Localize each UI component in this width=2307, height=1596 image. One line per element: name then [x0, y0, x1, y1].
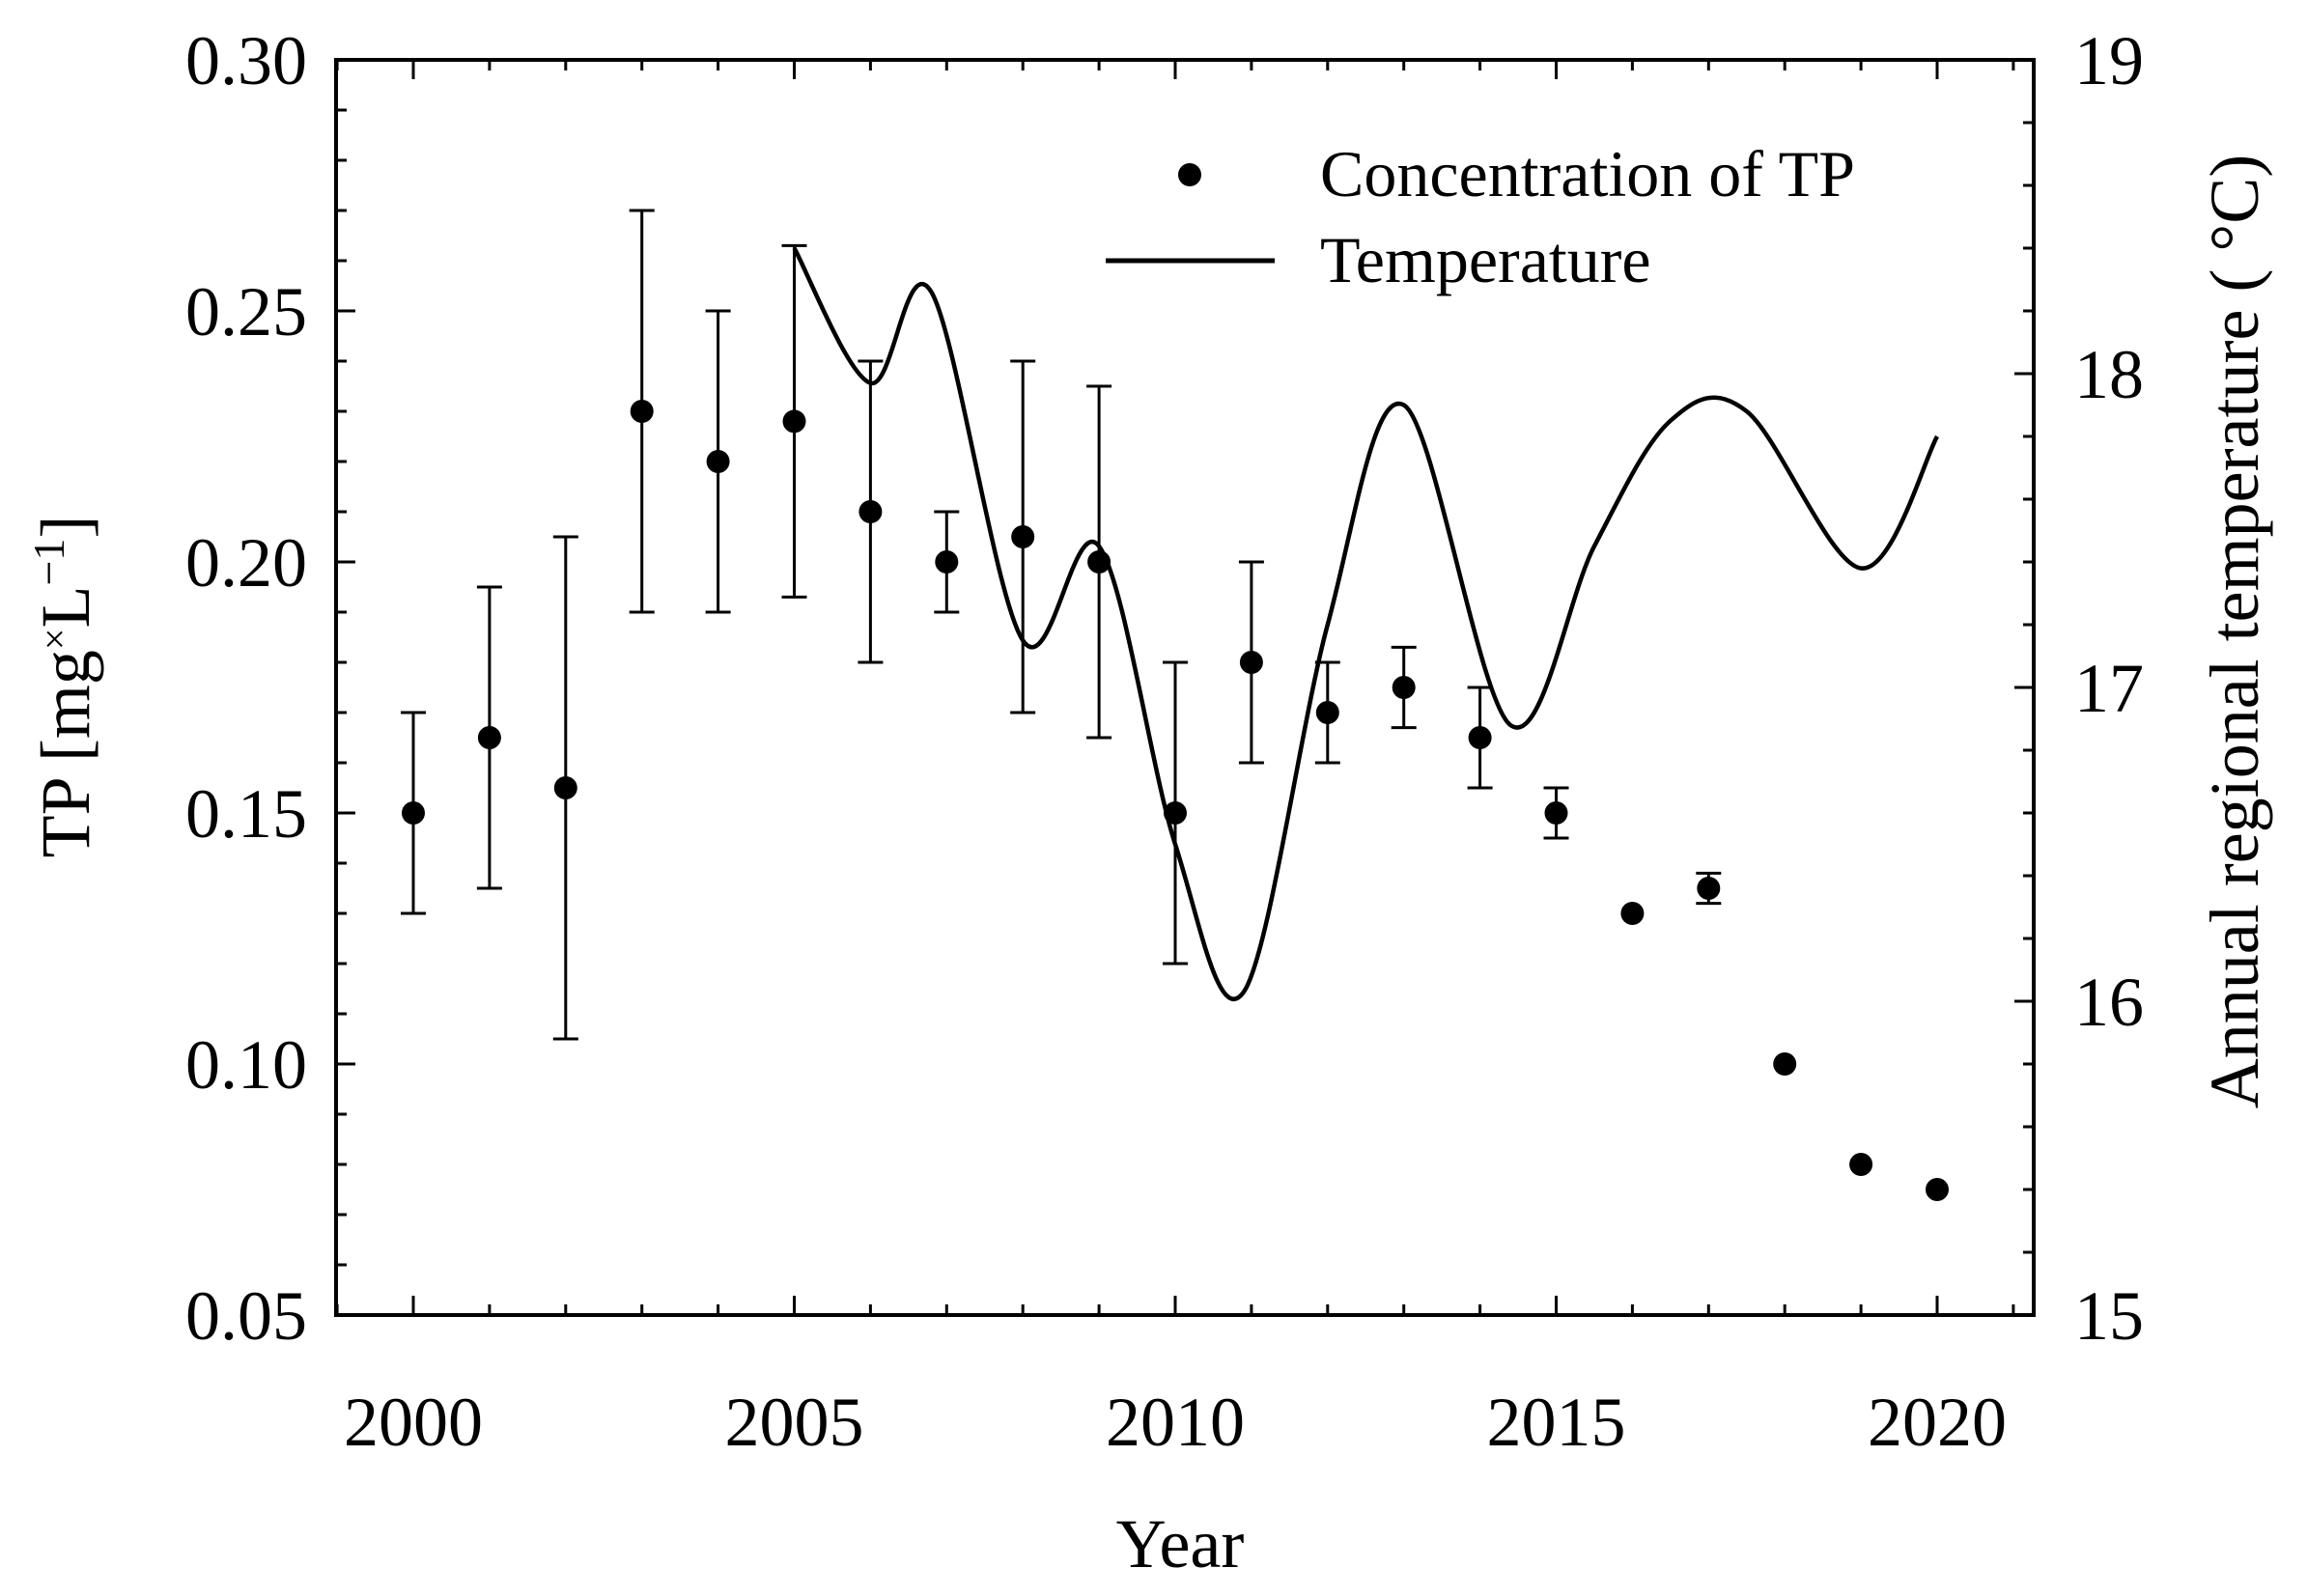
tp-point — [1697, 877, 1721, 900]
y-tick-label: 0.25 — [185, 273, 307, 350]
tp-point — [1620, 902, 1645, 925]
tp-point — [553, 776, 577, 799]
tick-labels: 2000 2005 2010 2015 2020 0.05 0.10 0.15 0.20 0.25… — [185, 22, 2144, 1461]
y-tick-label: 0.20 — [185, 524, 307, 602]
tp-point — [1849, 1153, 1873, 1176]
temperature-line — [792, 246, 1939, 1001]
tp-point — [1926, 1178, 1949, 1201]
y-axis-title-base: TP [mg — [27, 650, 104, 857]
tp-point — [1087, 550, 1111, 574]
tp-point — [1544, 801, 1568, 825]
tp-series — [401, 209, 1949, 1201]
legend-label-tp: Concentration of TP — [1320, 137, 1855, 210]
y2-tick-label: 17 — [2074, 650, 2144, 727]
y2-tick-label: 19 — [2074, 22, 2144, 99]
tp-point — [402, 801, 425, 825]
x-tick-label: 2010 — [1106, 1384, 1245, 1461]
x-tick-label: 2000 — [344, 1384, 483, 1461]
tp-point — [1011, 525, 1035, 548]
plot-frame — [334, 58, 2036, 1317]
y-tick-label: 0.15 — [185, 775, 307, 853]
y2-tick-label: 18 — [2074, 336, 2144, 413]
y-tick-label: 0.05 — [185, 1277, 307, 1355]
y-tick-label: 0.10 — [185, 1026, 307, 1104]
y2-tick-label: 16 — [2074, 964, 2144, 1041]
tp-point — [706, 450, 730, 473]
temperature-series — [792, 246, 1939, 1001]
tp-point — [1164, 801, 1187, 825]
tp-point — [477, 726, 501, 749]
y-tick-label: 0.30 — [185, 22, 307, 99]
tp-point — [1392, 676, 1416, 699]
axis-ticks — [335, 58, 2034, 1317]
y2-axis-title: Annual regional temperature ( °C) — [2196, 154, 2273, 1108]
tp-point — [1468, 726, 1492, 749]
tp-point — [858, 500, 883, 523]
legend-label-temperature: Temperature — [1320, 223, 1651, 296]
y-axis-title: TP [mg×L−1] — [24, 516, 104, 858]
y-axis-title-times: × — [33, 629, 76, 651]
tp-point — [935, 550, 959, 574]
y2-tick-label: 15 — [2074, 1277, 2144, 1355]
x-tick-label: 2015 — [1487, 1384, 1626, 1461]
legend: Concentration of TP Temperature — [1106, 137, 1855, 296]
y-axis-title-unit: L — [27, 586, 104, 629]
x-tick-label: 2005 — [725, 1384, 864, 1461]
plot-border — [334, 58, 2036, 1317]
tp-point — [1773, 1052, 1797, 1076]
y-axis-title-close: ] — [27, 516, 104, 539]
legend-dot-marker — [1178, 163, 1201, 186]
tp-point — [782, 409, 806, 434]
tp-point — [1315, 701, 1339, 724]
x-tick-label: 2020 — [1868, 1384, 2007, 1461]
tp-point — [630, 400, 654, 423]
y-axis-title-exp: −1 — [24, 539, 73, 586]
x-axis-title: Year — [1116, 1505, 1245, 1582]
tp-point — [1239, 651, 1263, 674]
